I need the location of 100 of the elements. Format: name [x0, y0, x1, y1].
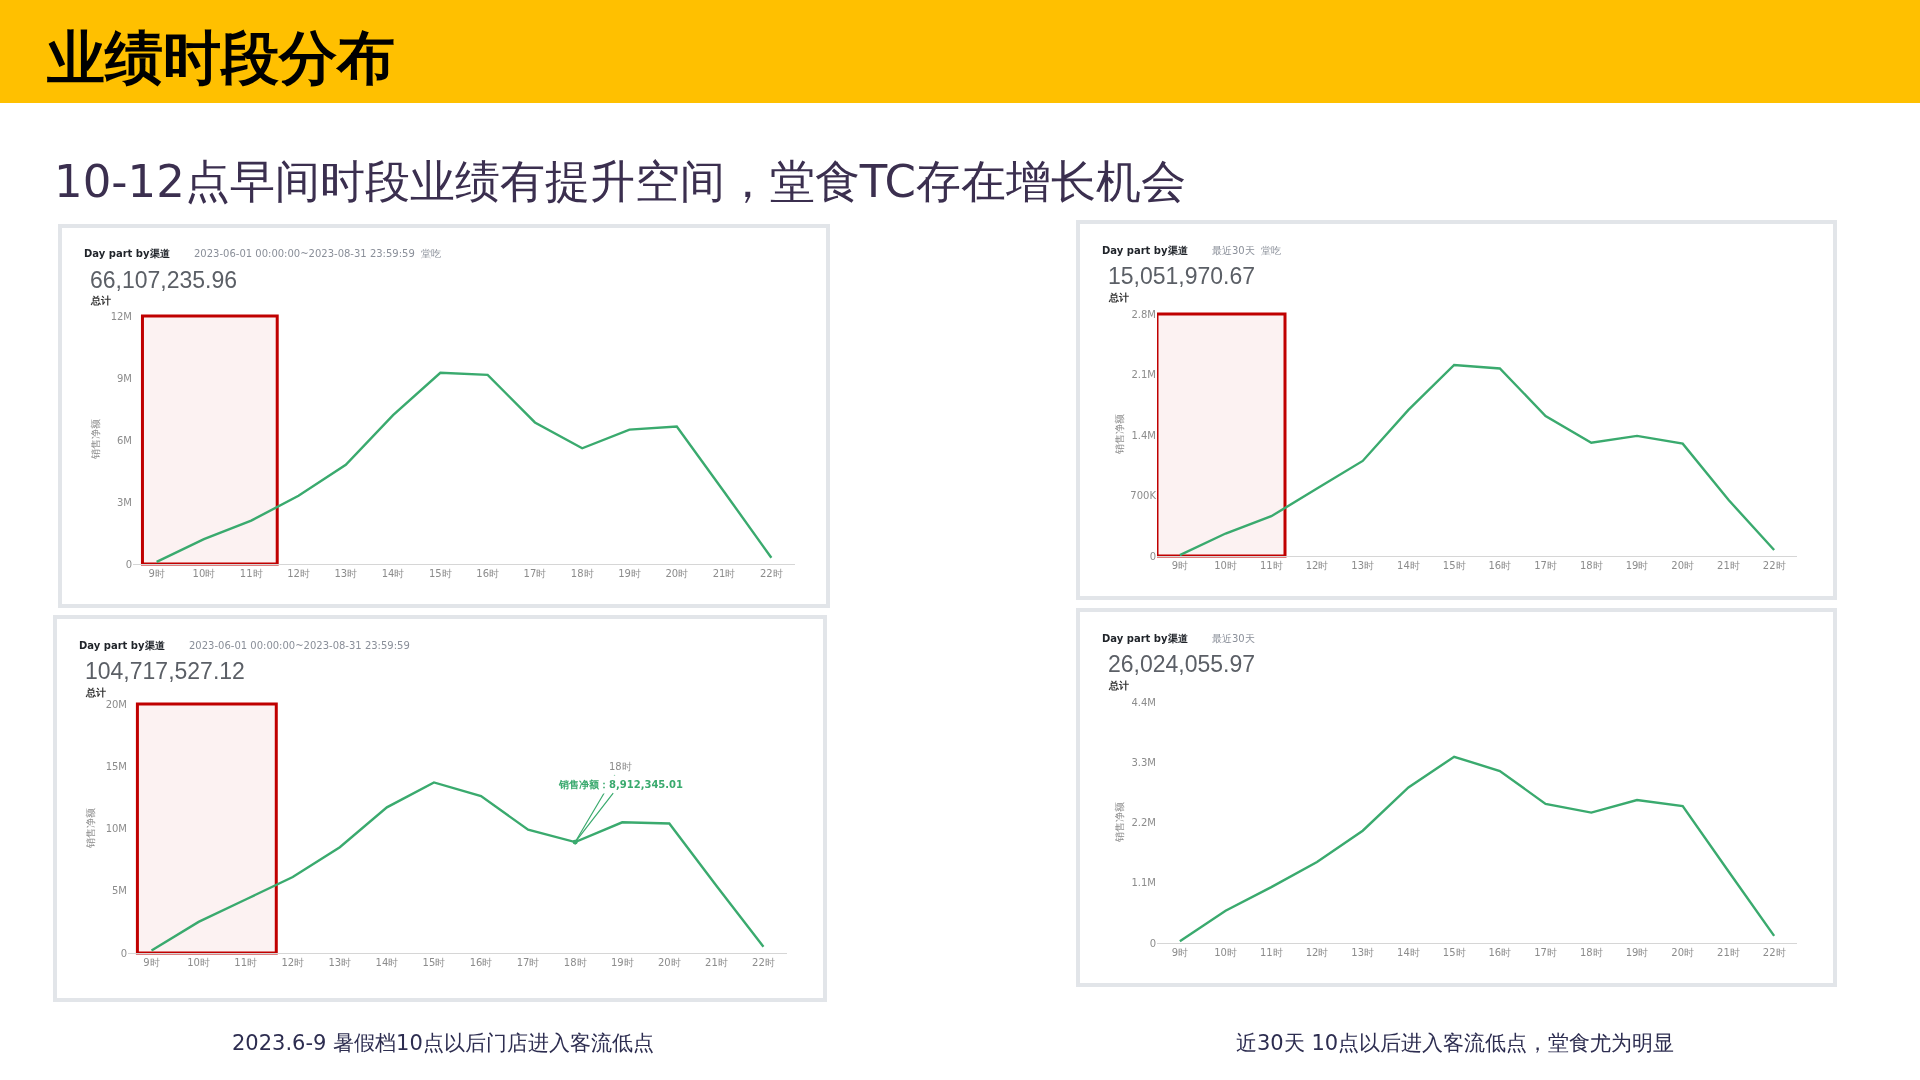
x-tick-label: 21时 [1717, 560, 1740, 571]
line-series [150, 781, 765, 952]
x-tick-label: 16时 [1488, 947, 1512, 958]
x-tick-label: 12时 [281, 957, 305, 968]
x-tick-label: 9时 [1171, 560, 1189, 571]
y-tick-label: 2.1M [1131, 369, 1156, 380]
y-tick-label: 1.1M [1131, 877, 1156, 889]
text: 近30天 10点以后进入客流低点，堂食尤为明显 [1236, 1031, 1675, 1055]
y-tick-label: 15M [105, 760, 127, 772]
chart-title: Day part by渠道 [1102, 633, 1189, 644]
x-tick-label: 10时 [1214, 947, 1237, 958]
x-tick-label: 19时 [610, 957, 634, 968]
x-tick-label: 15时 [428, 568, 452, 579]
y-tick-label: 700K [1130, 490, 1157, 501]
x-tick-label: 10时 [187, 957, 210, 968]
text: 总计 [1108, 680, 1129, 691]
chart-subtitle: 最近30天 堂吃 [1212, 245, 1282, 256]
line-series [1178, 755, 1776, 943]
x-tick-label: 19时 [618, 568, 641, 579]
line-series [155, 371, 773, 564]
x-tick-label: 9时 [1171, 947, 1189, 958]
y-tick-label: 6M [117, 434, 132, 446]
line-series [1178, 363, 1776, 556]
x-tick-label: 14时 [375, 957, 399, 968]
x-tick-label: 15时 [1442, 560, 1466, 571]
x-tick-label: 14时 [381, 568, 405, 579]
y-tick-label: 2.2M [1131, 817, 1156, 828]
text: 总计 [90, 295, 111, 306]
text: 2023.6-9 暑假档10点以后门店进入客流低点 [232, 1031, 654, 1055]
y-tick-label: 3M [117, 496, 132, 508]
annotation: 销售净额：8,912,345.01 [558, 779, 684, 790]
x-tick-label: 19时 [1625, 947, 1649, 958]
chart-title: Day part by渠道 [84, 248, 171, 259]
x-tick-label: 20时 [1671, 560, 1695, 571]
x-tick-label: 17时 [523, 568, 547, 579]
x-tick-label: 11时 [239, 568, 263, 579]
y-tick-label: 1.4M [1131, 429, 1156, 441]
x-tick-label: 13时 [334, 568, 358, 579]
x-tick-label: 14时 [1397, 947, 1420, 958]
y-tick-label: 20M [105, 698, 127, 710]
x-tick-label: 17时 [1534, 560, 1557, 571]
chart-subtitle: 2023-06-01 00:00:00~2023-08-31 23:59:59 堂吃 [194, 248, 442, 259]
x-tick-label: 17时 [1534, 947, 1557, 958]
x-tick-label: 21时 [1717, 947, 1740, 958]
x-tick-label: 9时 [148, 568, 165, 579]
x-tick-label: 13时 [1351, 947, 1375, 958]
x-tick-label: 11时 [234, 957, 258, 968]
chart-title: Day part by渠道 [1102, 245, 1189, 256]
y-tick-label: 5M [112, 885, 127, 897]
y-tick-label: 0 [1149, 937, 1156, 949]
text: 总计 [85, 687, 106, 698]
x-tick-label: 18时 [1579, 947, 1603, 958]
x-tick-label: 21时 [712, 568, 736, 579]
x-tick-label: 15时 [422, 957, 446, 968]
x-tick-label: 20时 [657, 957, 681, 968]
y-axis-title: 销售净额 [1114, 414, 1125, 455]
x-tick-label: 10时 [1214, 560, 1237, 571]
x-tick-label: 10时 [192, 568, 216, 579]
x-tick-label: 16时 [1488, 560, 1512, 571]
x-tick-label: 22时 [1762, 947, 1786, 958]
y-tick-label: 0 [1149, 550, 1156, 562]
chart-title: Day part by渠道 [79, 640, 166, 651]
annotation: 18时 [609, 761, 632, 772]
x-tick-label: 11时 [1259, 947, 1283, 958]
x-tick-label: 12时 [287, 568, 310, 579]
chart-subtitle: 2023-06-01 00:00:00~2023-08-31 23:59:59 [189, 640, 410, 651]
y-tick-label: 4.4M [1131, 696, 1156, 708]
x-tick-label: 18时 [563, 957, 587, 968]
x-tick-label: 21时 [705, 957, 728, 968]
chart-subtitle: 最近30天 [1212, 633, 1255, 644]
y-axis-title: 销售净额 [84, 807, 96, 849]
text: 26,024,055.97 [1108, 651, 1256, 677]
text: 66,107,235.96 [90, 267, 238, 293]
x-tick-label: 20时 [665, 568, 689, 579]
y-tick-label: 0 [125, 558, 132, 570]
y-tick-label: 10M [105, 823, 127, 834]
text: 104,717,527.12 [85, 658, 245, 684]
x-tick-label: 16时 [469, 957, 493, 968]
x-tick-label: 22时 [759, 568, 783, 579]
y-tick-label: 2.8M [1131, 308, 1156, 320]
text: 业绩时段分布 [46, 24, 395, 92]
text: 15,051,970.67 [1108, 263, 1256, 289]
x-tick-label: 22时 [1762, 560, 1786, 571]
x-tick-label: 14时 [1397, 560, 1420, 571]
x-tick-label: 9时 [143, 957, 160, 968]
text: 总计 [1108, 292, 1129, 303]
x-tick-label: 12时 [1305, 560, 1329, 571]
x-tick-label: 18时 [1579, 560, 1603, 571]
x-tick-label: 19时 [1625, 560, 1649, 571]
x-tick-label: 13时 [328, 957, 352, 968]
x-tick-label: 11时 [1259, 560, 1283, 571]
x-tick-label: 16时 [476, 568, 500, 579]
x-tick-label: 13时 [1351, 560, 1375, 571]
x-tick-label: 12时 [1305, 947, 1329, 958]
x-tick-label: 17时 [516, 957, 540, 968]
text: 10-12点早间时段业绩有提升空间，堂食TC存在增长机会 [54, 155, 1187, 208]
y-axis-title: 销售净额 [90, 419, 101, 460]
x-tick-label: 22时 [752, 957, 775, 968]
x-tick-label: 20时 [1671, 947, 1695, 958]
y-axis-title: 销售净额 [1113, 801, 1125, 843]
